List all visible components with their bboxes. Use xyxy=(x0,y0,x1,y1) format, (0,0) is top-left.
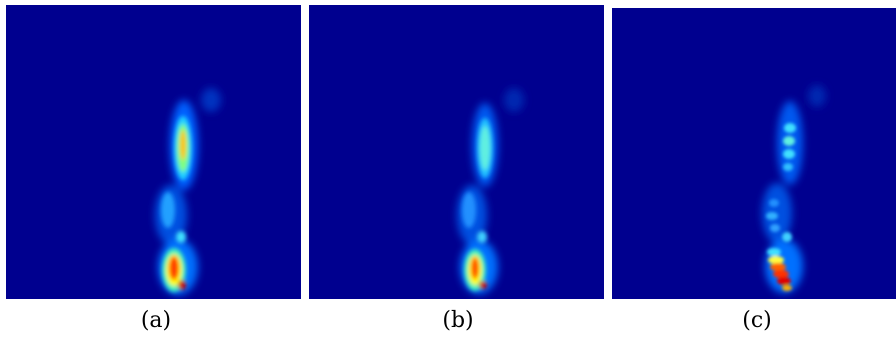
heatmap-background xyxy=(612,8,896,299)
panel-c: (c) xyxy=(612,0,896,339)
heatmap-background xyxy=(309,5,604,299)
heatmap-a xyxy=(6,5,301,299)
heat-core xyxy=(766,123,796,291)
heat-core xyxy=(161,116,192,292)
panel-a: (a) xyxy=(6,0,301,339)
panel-caption: (a) xyxy=(140,308,172,333)
panel-b: (b) xyxy=(309,0,604,339)
heatmap-b xyxy=(309,5,604,299)
panel-caption: (b) xyxy=(442,308,474,333)
heat-core xyxy=(462,118,493,291)
heatmap-background xyxy=(6,5,301,299)
panel-caption: (c) xyxy=(742,308,772,333)
heatmap-c xyxy=(612,8,896,299)
